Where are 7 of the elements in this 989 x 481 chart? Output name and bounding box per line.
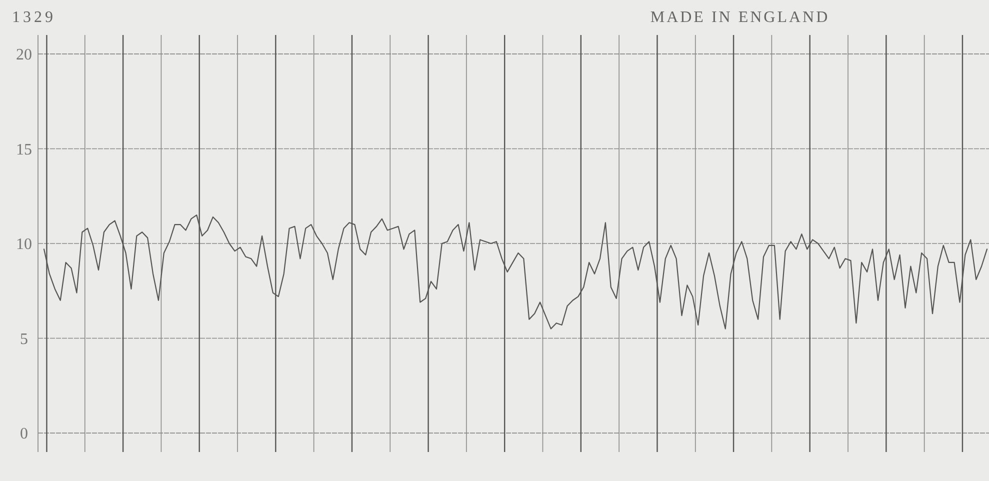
- y-tick-label: 0: [20, 426, 28, 443]
- y-tick-label: 15: [16, 141, 32, 158]
- y-tick-label: 5: [20, 330, 28, 348]
- text: MADE IN ENGLAND: [650, 9, 830, 26]
- y-tick-label: 10: [16, 236, 32, 254]
- text: 1329: [12, 9, 56, 26]
- y-tick-label: 20: [16, 46, 32, 64]
